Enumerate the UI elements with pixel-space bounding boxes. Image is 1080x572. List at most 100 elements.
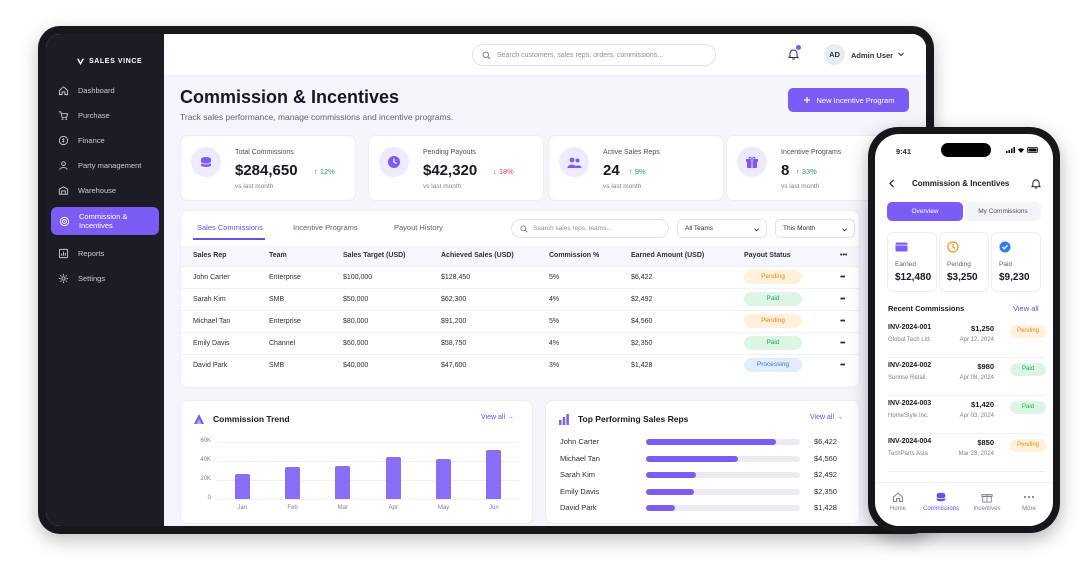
tab-incentive-programs[interactable]: Incentive Programs xyxy=(293,223,358,232)
top-reps-card: Top Performing Sales Reps View all → Joh… xyxy=(545,400,860,524)
rep-bar[interactable] xyxy=(646,455,739,462)
cell-payout-status: Pending xyxy=(732,265,828,288)
stat-pending: Pending $3,250 xyxy=(939,232,989,292)
avatar[interactable]: AD xyxy=(824,44,845,65)
new-incentive-program-button[interactable]: New Incentive Program xyxy=(788,88,909,112)
gridline xyxy=(217,442,519,443)
y-tick-label: 0 xyxy=(207,495,211,501)
trend-bar[interactable] xyxy=(234,474,250,499)
segment-my-commissions[interactable]: My Commissions xyxy=(965,202,1041,221)
invoice-date: Apr 08, 2024 xyxy=(959,375,994,381)
back-chevron-icon[interactable] xyxy=(888,179,896,188)
col-achieved-sales[interactable]: Achieved Sales (USD) xyxy=(429,246,537,266)
chevron-down-icon[interactable] xyxy=(897,50,905,58)
nav-more[interactable]: More xyxy=(1009,491,1049,512)
cell-earned: $2,350 xyxy=(619,331,732,354)
cell-achieved: $62,300 xyxy=(429,287,537,310)
warehouse-icon xyxy=(58,185,69,196)
bell-icon[interactable] xyxy=(1031,178,1041,189)
cell-commission-pct: 4% xyxy=(537,287,619,310)
trend-bar[interactable] xyxy=(335,465,351,499)
list-item[interactable]: INV-2024-004 TechParts Asia $850 Mar 28, 20… xyxy=(888,434,1046,472)
cell-achieved: $47,600 xyxy=(429,353,537,376)
col-sales-rep[interactable]: Sales Rep xyxy=(181,246,257,266)
sidebar-item-party-management[interactable]: Party management xyxy=(46,153,164,178)
cell-sales-rep: Michael Tan xyxy=(181,309,257,332)
list-item[interactable]: INV-2024-002 Sunrise Retail $980 Apr 08, 20… xyxy=(888,358,1046,396)
list-item[interactable]: INV-2024-001 Global Tech Ltd. $1,250 Apr 12… xyxy=(888,320,1046,358)
trend-bar[interactable] xyxy=(436,459,451,499)
table-search-input[interactable]: Search sales reps, teams... xyxy=(511,219,669,238)
trend-bar[interactable] xyxy=(385,457,401,499)
list-item[interactable]: INV-2024-003 HomeStyle Inc. $1,420 Apr 03, … xyxy=(888,396,1046,434)
col-team[interactable]: Team xyxy=(257,246,331,266)
nav-incentives[interactable]: Incentives xyxy=(967,491,1007,512)
sidebar-item-purchase[interactable]: Purchase xyxy=(46,103,164,128)
user-name[interactable]: Admin User xyxy=(851,51,894,60)
sidebar-item-settings[interactable]: Settings xyxy=(46,266,164,291)
more-options-icon[interactable]: ••• xyxy=(840,361,845,369)
status-badge: Paid xyxy=(744,292,802,306)
cell-team: SMB xyxy=(257,353,331,376)
row-actions: ••• xyxy=(828,353,859,376)
kpi-value: $42,320 xyxy=(423,162,478,179)
rep-bar[interactable] xyxy=(646,505,675,511)
bottom-nav: Home Commissions Incentives More xyxy=(875,482,1053,526)
more-options-icon[interactable]: ••• xyxy=(840,339,845,347)
commission-trend-card: Commission Trend View all → 60K 40K 20K 0 Ja… xyxy=(180,400,533,524)
more-options-icon[interactable]: ••• xyxy=(840,317,845,325)
trend-bar[interactable] xyxy=(486,449,502,499)
recent-view-all-link[interactable]: View all xyxy=(1013,304,1039,313)
notification-dot xyxy=(796,45,801,50)
table-row[interactable]: John Carter Enterprise $100,000 $128,450 5% $… xyxy=(181,265,859,288)
invoice-date: Mar 28, 2024 xyxy=(958,451,994,457)
rep-value-label: $4,560 xyxy=(814,453,837,463)
view-all-link[interactable]: View all → xyxy=(810,414,843,421)
sidebar-item-commission-incentives[interactable]: Commission & Incentives xyxy=(51,207,159,235)
nav-home[interactable]: Home xyxy=(878,491,918,512)
period-filter-select[interactable]: This Month xyxy=(775,219,855,238)
tab-sales-commissions[interactable]: Sales Commissions xyxy=(197,223,263,232)
table-row[interactable]: David Park SMB $40,000 $47,600 3% $1,428 Proce… xyxy=(181,353,859,376)
col-actions: ••• xyxy=(828,246,859,266)
segment-overview[interactable]: Overview xyxy=(887,202,963,221)
col-commission-pct[interactable]: Commission % xyxy=(537,246,619,266)
rep-bar[interactable] xyxy=(646,488,694,495)
cell-payout-status: Pending xyxy=(732,309,828,332)
table-row[interactable]: Sarah Kim SMB $50,000 $62,300 4% $2,492 Paid ••… xyxy=(181,287,859,310)
tab-payout-history[interactable]: Payout History xyxy=(394,223,443,232)
team-filter-select[interactable]: All Teams xyxy=(677,219,767,238)
cell-target: $100,000 xyxy=(331,265,429,288)
view-all-link[interactable]: View all → xyxy=(481,414,514,421)
search-icon xyxy=(482,51,491,59)
sidebar-item-warehouse[interactable]: Warehouse xyxy=(46,178,164,203)
row-actions: ••• xyxy=(828,287,859,310)
col-payout-status[interactable]: Payout Status xyxy=(732,246,828,266)
more-options-icon[interactable]: ••• xyxy=(840,295,845,303)
y-tick-label: 60K xyxy=(200,438,211,444)
nav-commissions[interactable]: Commissions xyxy=(921,491,961,512)
sidebar-item-finance[interactable]: Finance xyxy=(46,128,164,153)
sidebar-item-dashboard[interactable]: Dashboard xyxy=(46,78,164,103)
brand-logo[interactable]: SALES VINCE xyxy=(46,34,164,74)
sidebar-item-reports[interactable]: Reports xyxy=(46,241,164,266)
table-row[interactable]: Michael Tan Enterprise $80,000 $91,200 5% $4,… xyxy=(181,309,859,332)
more-options-icon[interactable]: ••• xyxy=(840,273,845,281)
notification-bell-icon[interactable] xyxy=(787,45,801,65)
col-sales-target[interactable]: Sales Target (USD) xyxy=(331,246,429,266)
cell-sales-rep: John Carter xyxy=(181,265,257,288)
kpi-value: $284,650 xyxy=(235,162,298,179)
commissions-panel: Sales Commissions Incentive Programs Pay… xyxy=(180,210,860,388)
trend-bar[interactable] xyxy=(285,466,300,499)
rep-bar[interactable] xyxy=(646,472,697,478)
row-actions: ••• xyxy=(828,331,859,354)
stat-value: $3,250 xyxy=(947,272,978,283)
col-earned-amount[interactable]: Earned Amount (USD) xyxy=(619,246,732,266)
rep-bar[interactable] xyxy=(646,439,777,445)
table-row[interactable]: Emily Davis Channel $60,000 $58,750 4% $2,350… xyxy=(181,331,859,354)
search-input[interactable]: Search customers, sales reps, orders, co… xyxy=(472,44,716,66)
x-tick-label: Apr xyxy=(388,505,398,511)
gridline xyxy=(217,499,519,500)
phone-frame: 9:41 Commission & Incentives Overview My… xyxy=(868,127,1060,533)
invoice-id: INV-2024-003 xyxy=(888,400,932,407)
